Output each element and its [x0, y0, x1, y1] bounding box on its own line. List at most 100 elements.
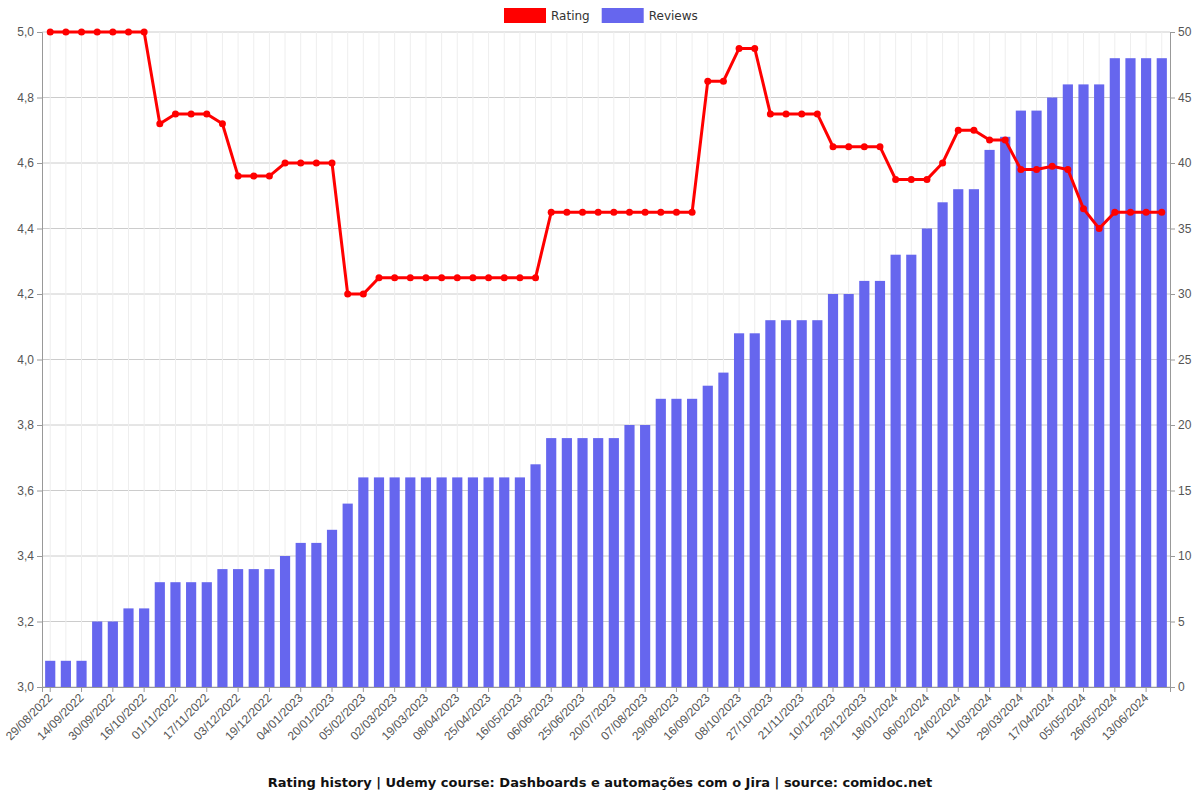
marker	[219, 120, 226, 127]
marker	[814, 110, 821, 117]
marker	[188, 110, 195, 117]
tick-mark	[645, 687, 646, 692]
tick-label: 3,2	[17, 615, 34, 629]
tick-mark	[238, 687, 239, 692]
bar	[562, 438, 572, 687]
grid-line-x	[144, 32, 145, 687]
axis-line	[1171, 33, 1176, 688]
y2-tick: 15	[1170, 484, 1192, 498]
tick-mark	[37, 687, 42, 688]
marker	[595, 209, 602, 216]
bar	[656, 399, 666, 687]
bar	[186, 582, 196, 687]
bar	[233, 569, 243, 687]
tick-mark	[676, 687, 677, 692]
marker	[970, 127, 977, 134]
tick-mark	[582, 687, 583, 692]
bar	[452, 477, 462, 687]
marker	[767, 110, 774, 117]
tick-mark	[1170, 491, 1175, 492]
tick-mark	[175, 687, 176, 692]
tick-mark	[457, 687, 458, 692]
marker	[783, 110, 790, 117]
bar	[202, 582, 212, 687]
bar	[703, 386, 713, 687]
bar	[938, 202, 948, 687]
legend-swatch	[504, 8, 546, 23]
y2-tick: 35	[1170, 222, 1192, 236]
tick-mark	[37, 556, 42, 557]
marker	[94, 29, 101, 36]
tick-mark	[895, 687, 896, 692]
tick-mark	[864, 687, 865, 692]
y-tick: 5,0	[17, 25, 42, 39]
bar	[1000, 137, 1010, 687]
bar	[687, 399, 697, 687]
y-tick: 4,6	[17, 156, 42, 170]
tick-mark	[394, 687, 395, 692]
tick-label: 35	[1178, 222, 1192, 236]
tick-mark	[206, 687, 207, 692]
y2-tick: 5	[1170, 615, 1185, 629]
marker	[830, 143, 837, 150]
bar	[640, 425, 650, 687]
grid-line-x	[65, 32, 66, 687]
bar	[984, 150, 994, 687]
bars	[45, 58, 1167, 687]
bar	[499, 477, 509, 687]
bar	[1031, 111, 1041, 687]
bar	[797, 320, 807, 687]
tick-mark	[81, 687, 82, 692]
y2-tick: 50	[1170, 25, 1192, 39]
tick-label: 3,8	[17, 418, 34, 432]
axis-line	[37, 33, 43, 688]
bar	[108, 622, 118, 688]
marker	[156, 120, 163, 127]
bar	[217, 569, 227, 687]
bar	[45, 661, 55, 687]
bar	[421, 477, 431, 687]
marker	[501, 274, 508, 281]
tick-mark	[770, 687, 771, 692]
bar	[828, 294, 838, 687]
bar	[922, 229, 932, 688]
bar	[953, 189, 963, 687]
marker	[313, 160, 320, 167]
marker	[704, 78, 711, 85]
bar	[546, 438, 556, 687]
bar	[374, 477, 384, 687]
y2-tick: 40	[1170, 156, 1192, 170]
marker	[1002, 137, 1009, 144]
tick-mark	[37, 425, 42, 426]
marker	[955, 127, 962, 134]
tick-mark	[332, 687, 333, 692]
tick-mark	[37, 229, 42, 230]
tick-label: 5	[1178, 615, 1185, 629]
tick-mark	[519, 687, 520, 692]
grid-line-x	[128, 32, 129, 687]
tick-mark	[37, 622, 42, 623]
marker	[1096, 225, 1103, 232]
y-tick: 3,4	[17, 549, 42, 563]
bar	[609, 438, 619, 687]
marker	[125, 29, 132, 36]
tick-mark	[1170, 229, 1175, 230]
tick-mark	[551, 687, 552, 692]
tick-mark	[926, 687, 927, 692]
grid-line	[42, 32, 1170, 33]
bar	[155, 582, 165, 687]
legend: RatingReviews	[504, 8, 698, 23]
tick-mark	[1170, 32, 1175, 33]
marker	[986, 137, 993, 144]
marker	[1127, 209, 1134, 216]
marker	[47, 29, 54, 36]
bar	[765, 320, 775, 687]
y-tick: 3,2	[17, 615, 42, 629]
grid-line-x	[112, 32, 113, 687]
tick-mark	[1170, 294, 1175, 295]
y-tick: 3,8	[17, 418, 42, 432]
y-tick: 4,8	[17, 91, 42, 105]
tick-mark	[707, 687, 708, 692]
markers	[47, 29, 1166, 298]
bar	[671, 399, 681, 687]
